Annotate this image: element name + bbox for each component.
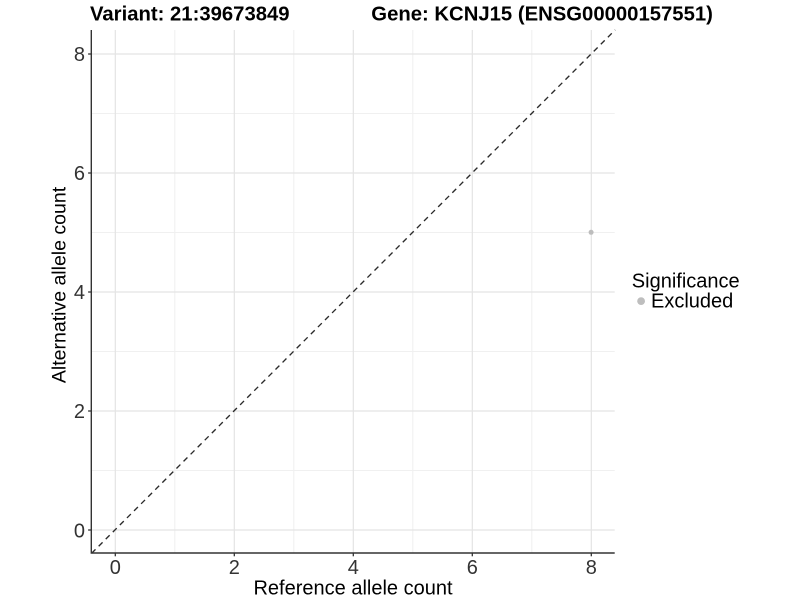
svg-text:Variant: 21:39673849: Variant: 21:39673849 [90, 4, 290, 26]
svg-text:Excluded: Excluded [651, 291, 733, 313]
svg-text:Reference allele count: Reference allele count [253, 578, 452, 600]
svg-text:Gene: KCNJ15 (ENSG00000157551): Gene: KCNJ15 (ENSG00000157551) [371, 4, 713, 26]
svg-text:8: 8 [586, 557, 597, 579]
svg-text:Alternative allele count: Alternative allele count [49, 186, 71, 383]
svg-text:8: 8 [74, 44, 85, 66]
svg-text:2: 2 [74, 401, 85, 423]
svg-text:0: 0 [74, 520, 85, 542]
svg-text:4: 4 [74, 282, 85, 304]
svg-text:6: 6 [467, 557, 478, 579]
svg-text:6: 6 [74, 163, 85, 185]
svg-text:4: 4 [348, 557, 359, 579]
svg-text:0: 0 [110, 557, 121, 579]
svg-text:2: 2 [229, 557, 240, 579]
svg-text:Significance: Significance [632, 270, 740, 292]
